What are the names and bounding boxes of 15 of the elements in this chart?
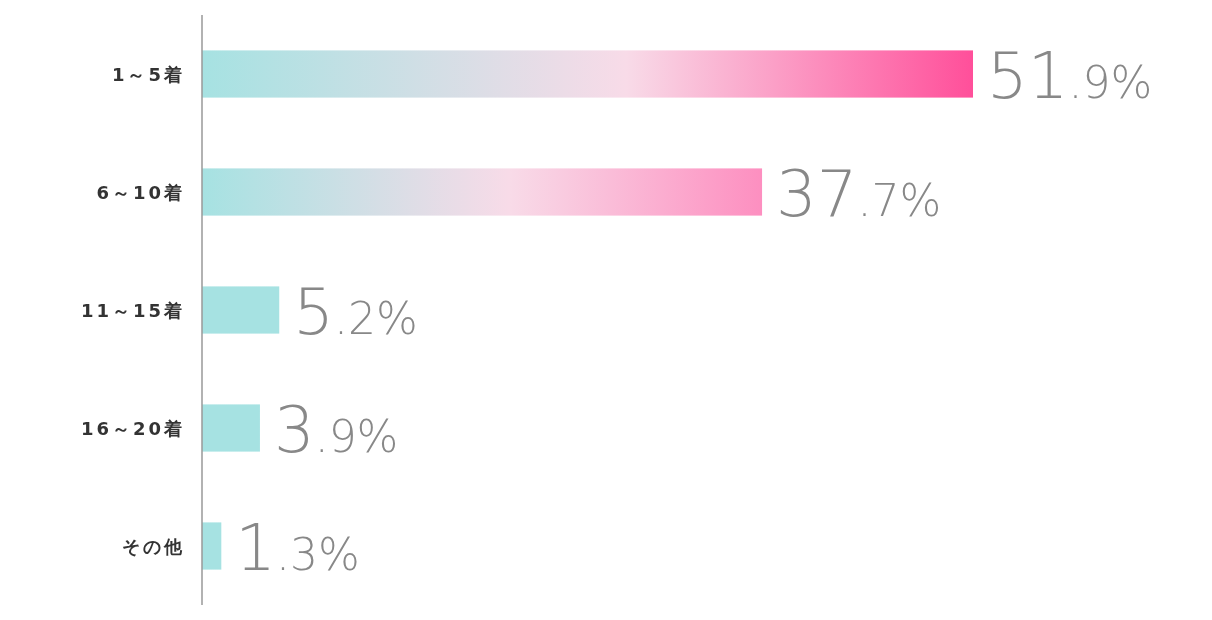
y-tick-label: 6～10着: [96, 182, 185, 203]
bar: [202, 168, 763, 216]
y-tick-label: 16～20着: [80, 418, 185, 439]
bar: [202, 404, 260, 452]
y-tick-label: 1～5着: [111, 64, 185, 85]
data-label: 3.9%: [273, 393, 399, 467]
bar: [202, 50, 973, 98]
data-label: 1.3%: [235, 511, 360, 585]
y-tick-label: 11～15着: [80, 300, 185, 321]
bar: [202, 286, 280, 334]
data-label: 51.9%: [987, 39, 1153, 113]
bar: [202, 522, 222, 570]
y-tick-label: その他: [122, 536, 185, 557]
data-label: 37.7%: [776, 157, 942, 231]
data-label: 5.2%: [293, 275, 418, 349]
